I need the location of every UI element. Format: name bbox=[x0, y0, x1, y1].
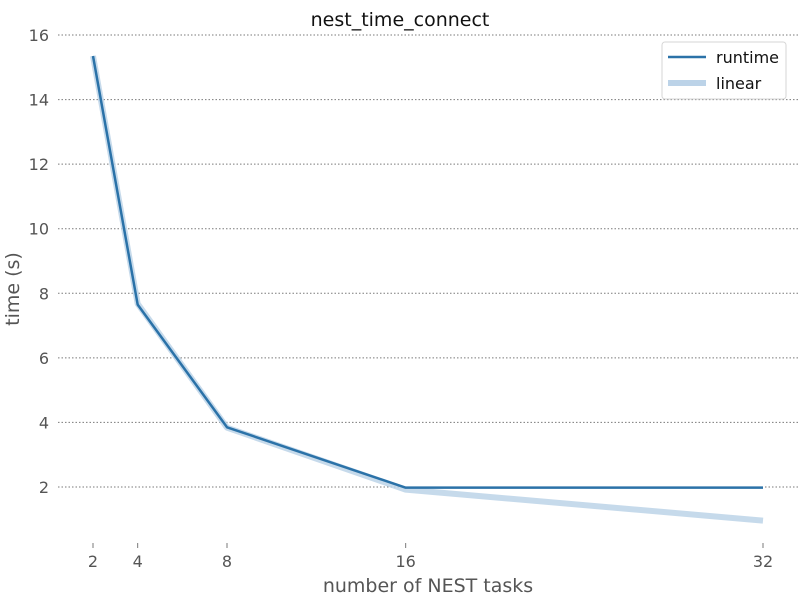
legend-label-linear: linear bbox=[716, 74, 762, 93]
series-line-runtime bbox=[91, 55, 763, 489]
legend-label-runtime: runtime bbox=[716, 48, 779, 67]
series-lines bbox=[90, 55, 764, 524]
y-tick-label: 12 bbox=[29, 155, 49, 174]
x-tick-label: 4 bbox=[133, 552, 143, 571]
y-tick-label: 10 bbox=[29, 220, 49, 239]
x-tick-label: 16 bbox=[395, 552, 415, 571]
x-tick-label: 2 bbox=[88, 552, 98, 571]
y-tick-label: 14 bbox=[29, 91, 49, 110]
y-axis-label: time (s) bbox=[2, 252, 24, 326]
x-axis-label: number of NEST tasks bbox=[323, 575, 533, 597]
y-tick-label: 2 bbox=[39, 478, 49, 497]
legend: runtime linear bbox=[661, 41, 787, 100]
chart-title: nest_time_connect bbox=[311, 9, 490, 31]
series-line-linear bbox=[90, 55, 764, 524]
x-axis-ticks: 2 4 8 16 32 bbox=[88, 543, 773, 571]
y-tick-label: 4 bbox=[39, 413, 49, 432]
y-axis-ticks: 2 4 6 8 10 12 14 16 bbox=[29, 26, 49, 497]
x-tick-label: 8 bbox=[222, 552, 232, 571]
y-tick-label: 16 bbox=[29, 26, 49, 45]
x-tick-label: 32 bbox=[753, 552, 773, 571]
y-tick-label: 6 bbox=[39, 349, 49, 368]
y-grid bbox=[58, 34, 800, 488]
y-tick-label: 8 bbox=[39, 284, 49, 303]
